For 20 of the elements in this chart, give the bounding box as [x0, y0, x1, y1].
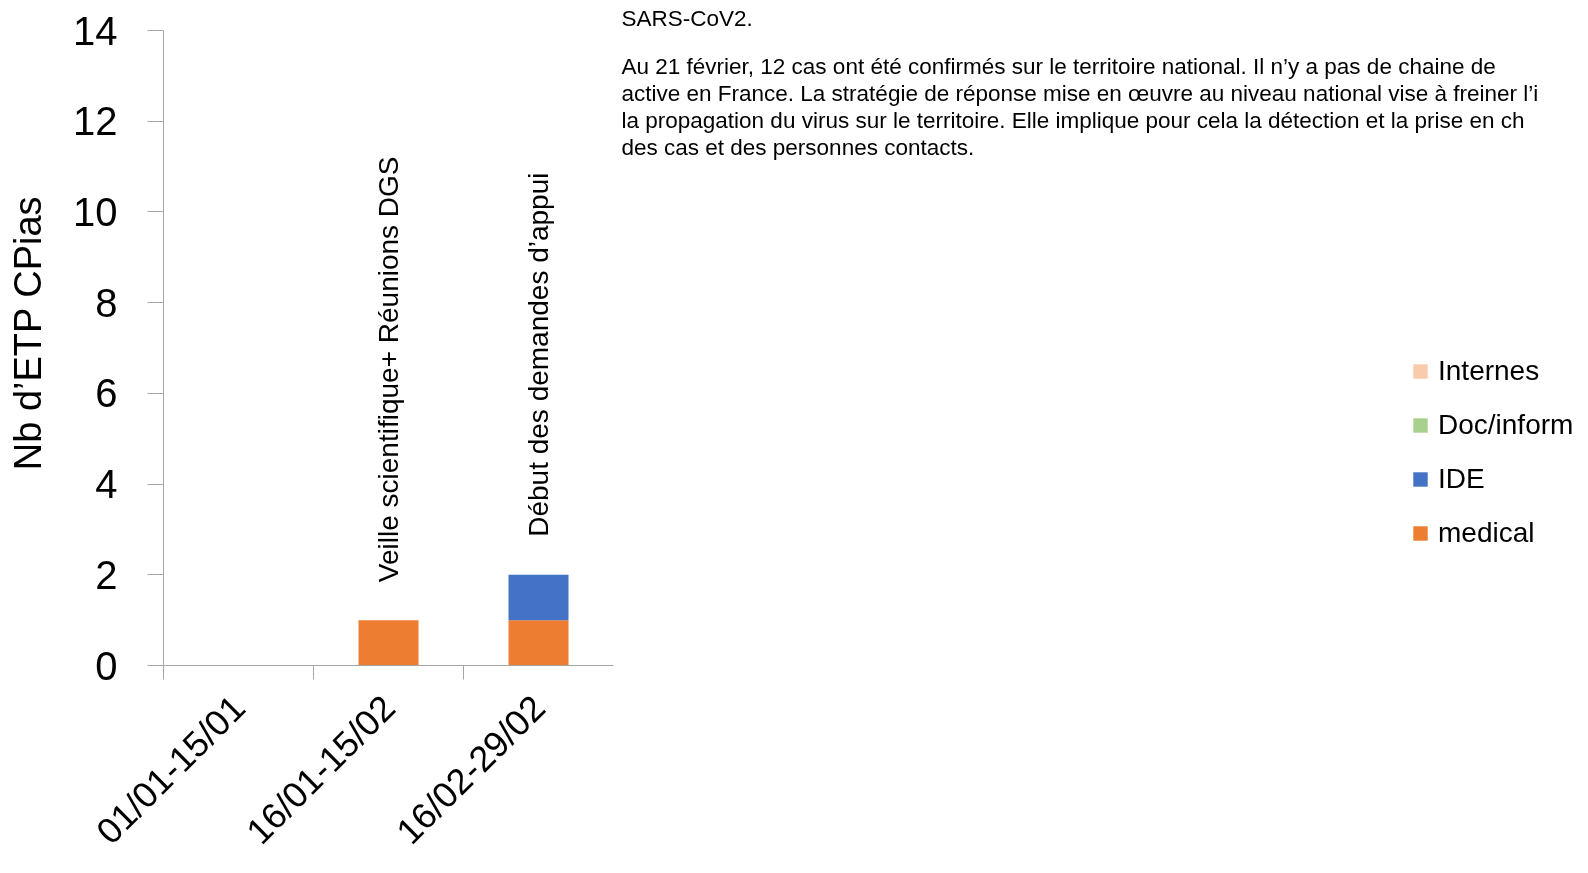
text: SARS-CoV2. [621, 6, 753, 31]
y-tick-label: 12 [73, 99, 118, 144]
y-tick-label: 8 [95, 280, 118, 325]
text: Au 21 février, 12 cas ont été confirmés sur le territoire national. Il n’y a pas de chaine de [621, 54, 1496, 79]
y-tick-label: 14 [73, 8, 118, 53]
legend-label: IDE [1438, 463, 1485, 495]
legend-label: Internes [1438, 355, 1540, 387]
y-tick-label: 2 [95, 552, 118, 597]
y-axis-title: Nb d’ETP CPias [7, 196, 50, 471]
y-tick-label: 0 [95, 643, 118, 688]
legend-label: medical [1438, 517, 1535, 549]
annotation: Veille scientifique+ Réunions DGS [373, 156, 404, 583]
annotation: Début des demandes d’appui [523, 172, 554, 537]
y-tick-label: 6 [95, 371, 118, 416]
y-tick-label: 4 [95, 462, 118, 507]
y-tick-label: 10 [73, 189, 118, 234]
legend-label: Doc/inform [1438, 409, 1574, 441]
text: des cas et des personnes contacts. [621, 135, 975, 160]
text: active en France. La stratégie de réponse mise en œuvre au niveau national vise à freiner l’i [621, 81, 1539, 106]
text: la propagation du virus sur le territoire. Elle implique pour cela la détection et la prise en ch [621, 108, 1525, 133]
